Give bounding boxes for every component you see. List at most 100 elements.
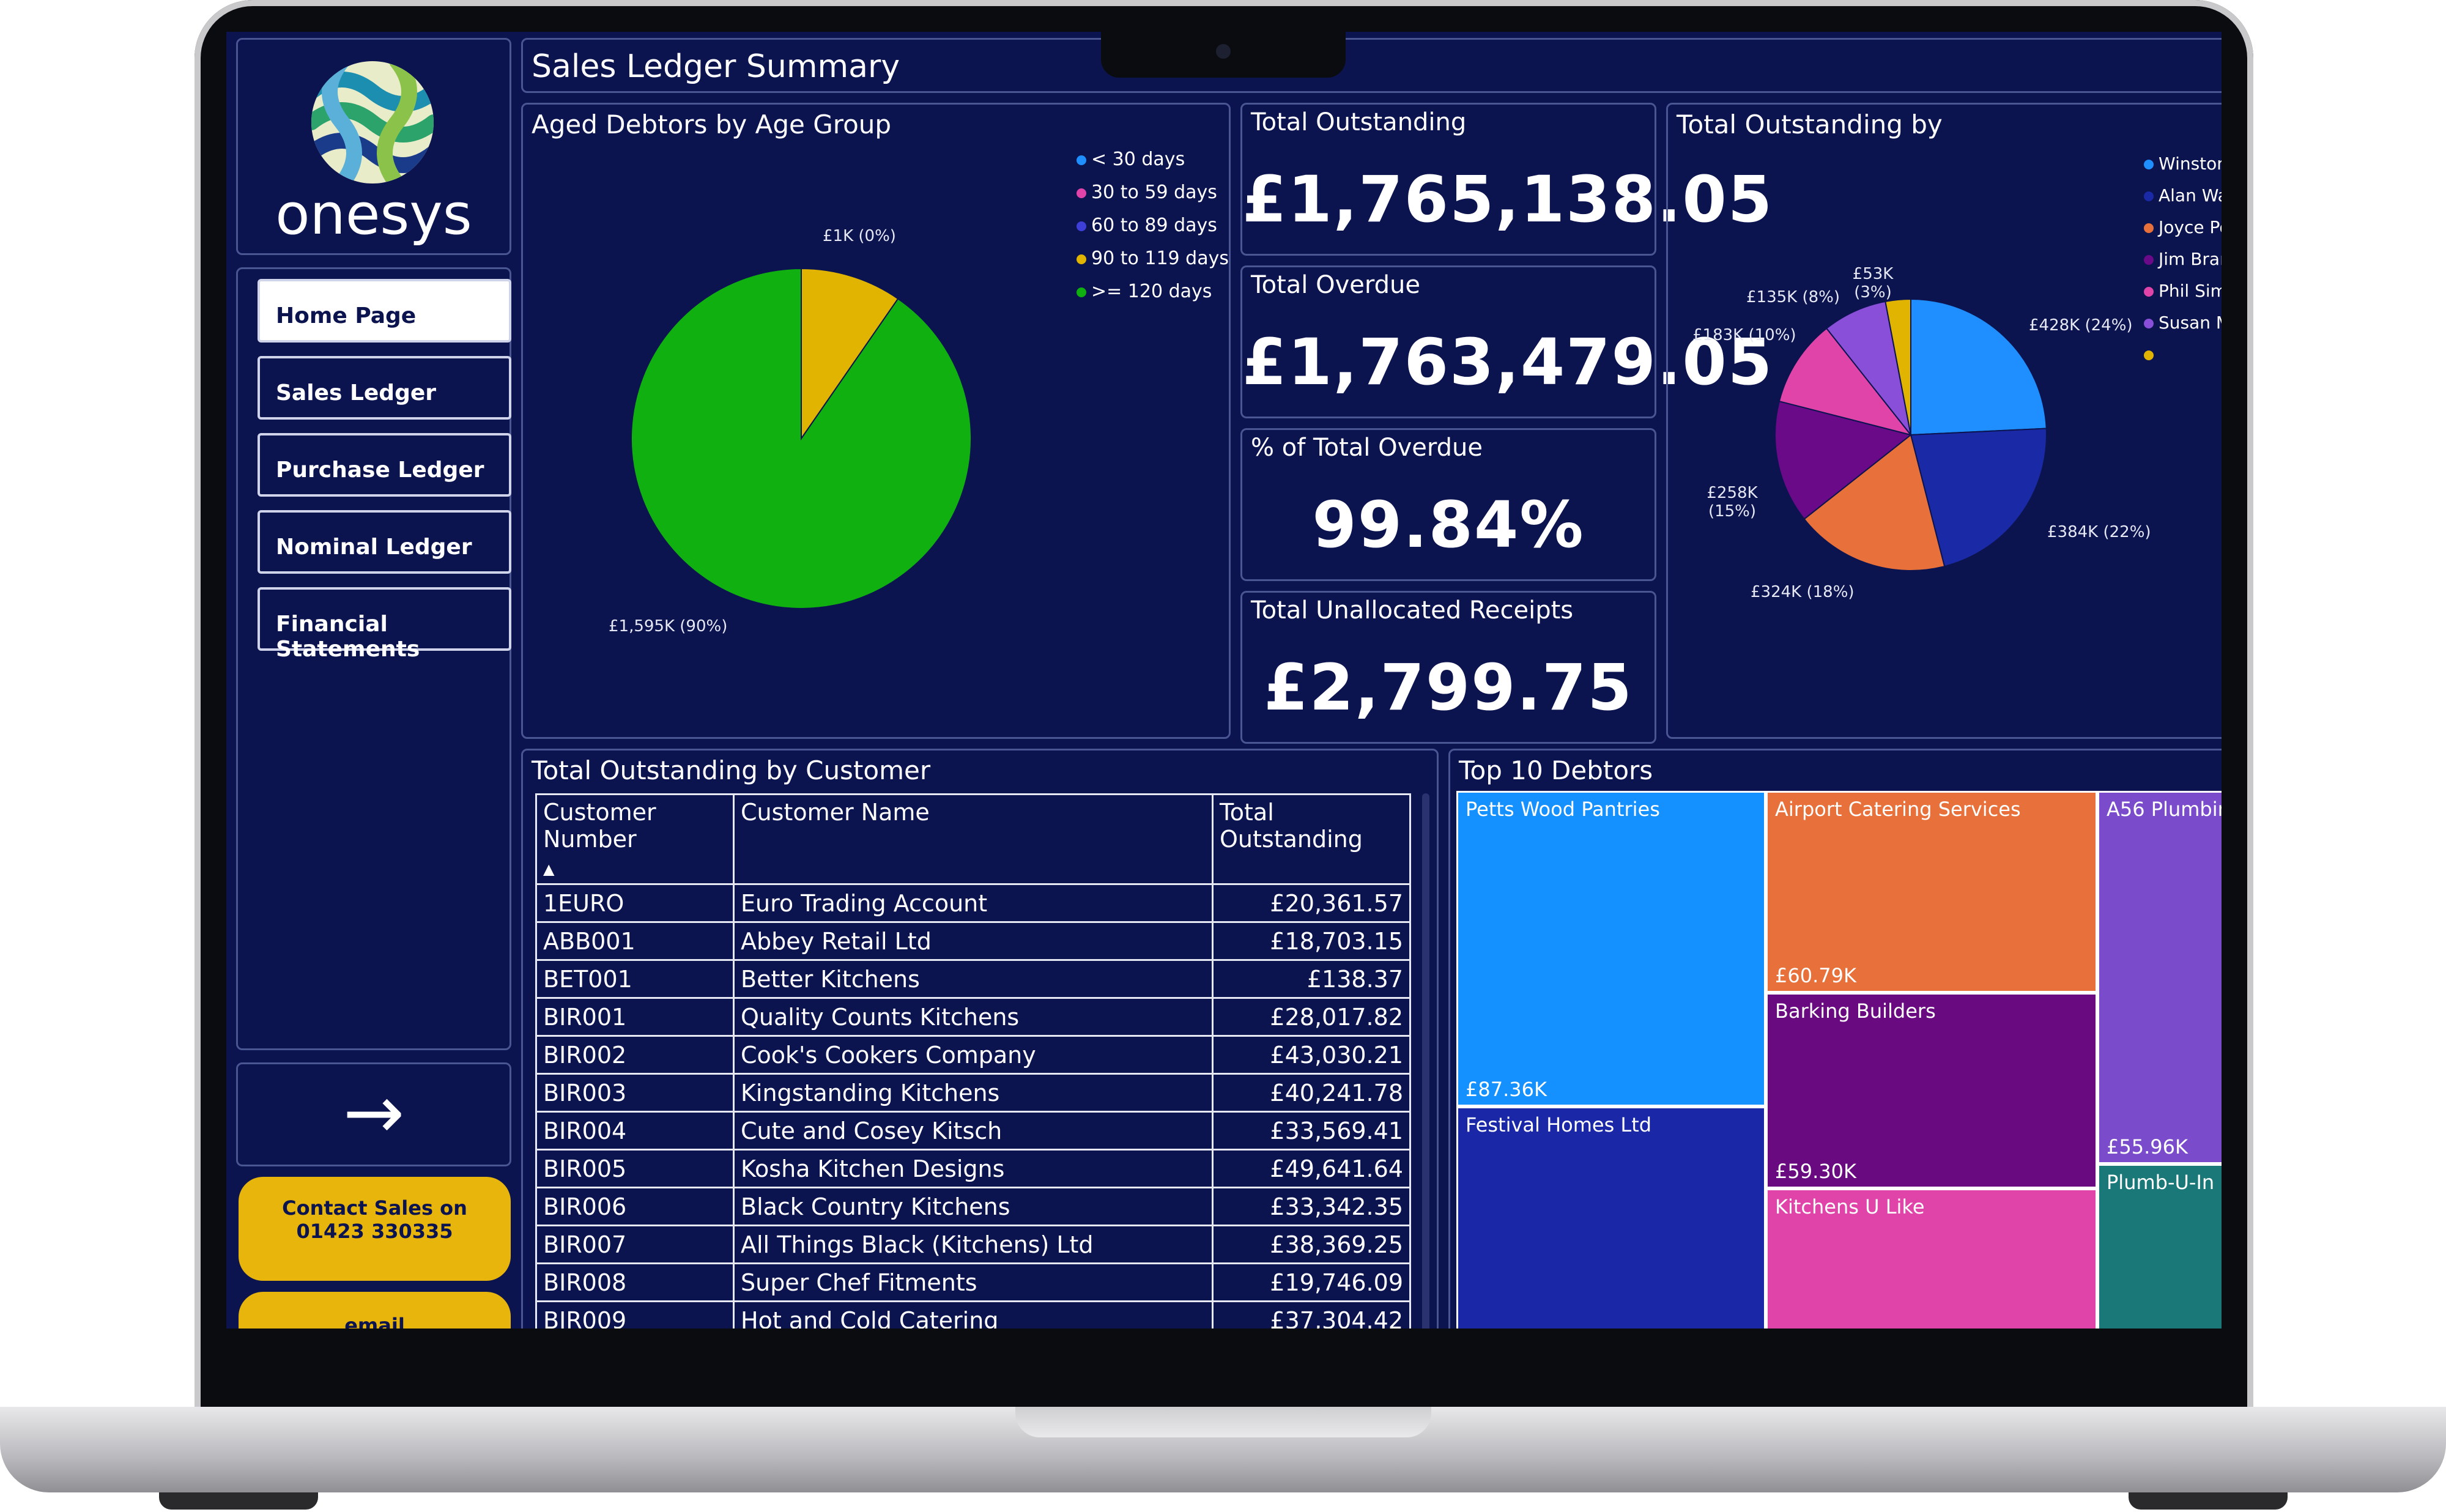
column-header-total-outstanding[interactable]: Total Outstanding bbox=[1212, 793, 1411, 885]
laptop-foot-left bbox=[159, 1492, 318, 1510]
treemap-tile[interactable]: Festival Homes Ltd bbox=[1456, 1106, 1766, 1329]
outstanding-by-rep-pie bbox=[1774, 298, 2047, 571]
onesys-logo-icon bbox=[311, 61, 434, 183]
tile-value: £55.96K bbox=[2107, 1135, 2188, 1158]
legend-item: Winston bbox=[2144, 154, 2222, 174]
column-header-customer-name[interactable]: Customer Name bbox=[733, 793, 1214, 885]
sort-ascending-icon[interactable]: ▲ bbox=[543, 861, 555, 878]
treemap-tile[interactable]: Petts Wood Pantries £87.36K bbox=[1456, 791, 1766, 1106]
total-outstanding-cell: £43,030.21 bbox=[1212, 1035, 1411, 1075]
legend-item: Susan M bbox=[2144, 313, 2222, 333]
customer-name-cell: Quality Counts Kitchens bbox=[733, 997, 1214, 1037]
pie-slice-alan-wa[interactable] bbox=[1910, 428, 2047, 568]
legend-label: >= 120 days bbox=[1091, 281, 1212, 302]
total-outstanding-cell: £33,342.35 bbox=[1212, 1187, 1411, 1226]
customer-name-cell: Black Country Kitchens bbox=[733, 1187, 1214, 1226]
table-row[interactable]: BET001 Better Kitchens £138.37 bbox=[535, 959, 1411, 999]
legend-dot bbox=[1077, 287, 1086, 297]
nav-home-page-button[interactable]: Home Page bbox=[258, 279, 511, 343]
legend-item bbox=[2144, 344, 2159, 365]
legend-label: Jim Bran bbox=[2159, 249, 2222, 269]
table-row[interactable]: BIR009 Hot and Cold Catering £37,304.42 bbox=[535, 1300, 1411, 1329]
kpi-title: Total Outstanding bbox=[1251, 108, 1467, 136]
table-row[interactable]: BIR003 Kingstanding Kitchens £40,241.78 bbox=[535, 1073, 1411, 1113]
pie-slice-susan-m[interactable] bbox=[1825, 300, 1911, 435]
aged-debtors-pie bbox=[631, 267, 972, 609]
column-header-label: Customer Number bbox=[543, 799, 656, 853]
laptop-bezel bbox=[202, 1329, 2245, 1409]
legend-label: Winston bbox=[2159, 154, 2222, 174]
nav-nominal-ledger-button[interactable]: Nominal Ledger bbox=[258, 510, 511, 574]
pie-label: £135K (8%) bbox=[1746, 288, 1840, 306]
legend-item: Phil Simr bbox=[2144, 281, 2222, 301]
nav-financial-statements-button[interactable]: Financial Statements bbox=[258, 587, 511, 662]
legend-label: Phil Simr bbox=[2159, 281, 2222, 301]
table-row[interactable]: BIR007 All Things Black (Kitchens) Ltd £38… bbox=[535, 1225, 1411, 1264]
pie-slice-winston[interactable] bbox=[1910, 298, 2047, 436]
customer-name-cell: Hot and Cold Catering bbox=[733, 1300, 1214, 1329]
tile-name: Airport Catering Services bbox=[1775, 798, 2021, 821]
kpi-title: Total Overdue bbox=[1251, 271, 1420, 299]
total-outstanding-cell: £138.37 bbox=[1212, 959, 1411, 999]
logo-text: onesys bbox=[275, 182, 472, 247]
legend-label: < 30 days bbox=[1091, 149, 1185, 170]
table-row[interactable]: BIR004 Cute and Cosey Kitsch £33,569.41 bbox=[535, 1111, 1411, 1151]
nav-sales-ledger-button[interactable]: Sales Ledger bbox=[258, 356, 511, 420]
customer-number-cell: BIR009 bbox=[535, 1300, 735, 1329]
nav-purchase-ledger-button[interactable]: Purchase Ledger bbox=[258, 433, 511, 497]
treemap-tile[interactable]: A56 Plumbin £55.96K bbox=[2097, 791, 2222, 1164]
legend-item: Jim Bran bbox=[2144, 249, 2222, 269]
customer-number-cell: 1EURO bbox=[535, 883, 735, 923]
total-outstanding-cell: £37,304.42 bbox=[1212, 1300, 1411, 1329]
legend-item: 60 to 89 days bbox=[1077, 215, 1217, 236]
legend-item: 30 to 59 days bbox=[1077, 182, 1217, 203]
customers-panel: Total Outstanding by Customer Customer N… bbox=[521, 749, 1439, 1329]
customer-name-cell: Cute and Cosey Kitsch bbox=[733, 1111, 1214, 1151]
treemap-tile[interactable]: Kitchens U Like bbox=[1766, 1188, 2097, 1329]
legend-dot bbox=[1077, 221, 1086, 231]
tile-name: Plumb-U-In bbox=[2107, 1171, 2215, 1194]
outstanding-by-rep-title: Total Outstanding by bbox=[1677, 109, 1943, 139]
treemap-tile[interactable]: Plumb-U-In bbox=[2097, 1164, 2222, 1329]
column-header-customer-number[interactable]: Customer Number ▲ bbox=[535, 793, 735, 885]
arrow-right-icon[interactable]: → bbox=[343, 1070, 405, 1155]
next-page-panel[interactable]: → bbox=[236, 1062, 511, 1166]
table-row[interactable]: ABB001 Abbey Retail Ltd £18,703.15 bbox=[535, 921, 1411, 961]
pie-label: £428K (24%) bbox=[2029, 316, 2133, 335]
contact-sales-button[interactable]: Contact Sales on 01423 330335 bbox=[239, 1177, 511, 1281]
kpi-value: £1,765,138.05 bbox=[1242, 162, 1774, 237]
treemap-tile[interactable]: Airport Catering Services £60.79K bbox=[1766, 791, 2097, 993]
table-row[interactable]: BIR002 Cook's Cookers Company £43,030.21 bbox=[535, 1035, 1411, 1075]
customer-name-cell: Better Kitchens bbox=[733, 959, 1214, 999]
pie-slice-joyce-pe[interactable] bbox=[1803, 434, 1946, 571]
tile-name: Festival Homes Ltd bbox=[1466, 1113, 1652, 1136]
pie-slice-slice-6[interactable] bbox=[1885, 298, 1911, 435]
email-button[interactable]: email bbox=[239, 1292, 511, 1329]
table-scrollbar[interactable] bbox=[1422, 793, 1429, 1329]
pie-label: £1K (0%) bbox=[823, 227, 896, 245]
customer-number-cell: BIR007 bbox=[535, 1225, 735, 1264]
pie-slice-phil-simr[interactable] bbox=[1778, 327, 1913, 436]
treemap-tile[interactable]: Barking Builders £59.30K bbox=[1766, 993, 2097, 1188]
aged-debtors-panel: Aged Debtors by Age Group < 30 days 30 t… bbox=[521, 103, 1231, 739]
kpi-total-outstanding: Total Outstanding £1,765,138.05 bbox=[1240, 103, 1774, 256]
pie-slice-90-to-119-days[interactable] bbox=[801, 267, 899, 441]
table-row[interactable]: 1EURO Euro Trading Account £20,361.57 bbox=[535, 883, 1411, 923]
customer-number-cell: BIR006 bbox=[535, 1187, 735, 1226]
table-row[interactable]: BIR005 Kosha Kitchen Designs £49,641.64 bbox=[535, 1149, 1411, 1188]
nav-panel: Home Page Sales Ledger Purchase Ledger N… bbox=[236, 267, 511, 1050]
tile-value: £60.79K bbox=[1775, 964, 1856, 987]
total-outstanding-cell: £40,241.78 bbox=[1212, 1073, 1411, 1113]
pie-label: £324K (18%) bbox=[1751, 583, 1855, 601]
pie-slice-120-days[interactable] bbox=[631, 267, 972, 609]
pie-slice-jim-bran[interactable] bbox=[1774, 400, 1913, 520]
laptop-foot-right bbox=[2129, 1492, 2288, 1510]
customers-table: Customer Number ▲ Customer Name Total Out… bbox=[535, 793, 1411, 1329]
table-row[interactable]: BIR006 Black Country Kitchens £33,342.35 bbox=[535, 1187, 1411, 1226]
laptop-base-notch bbox=[1015, 1407, 1431, 1437]
kpi-unallocated-receipts: Total Unallocated Receipts £2,799.75 bbox=[1240, 591, 1656, 744]
table-row[interactable]: BIR001 Quality Counts Kitchens £28,017.82 bbox=[535, 997, 1411, 1037]
total-outstanding-cell: £33,569.41 bbox=[1212, 1111, 1411, 1151]
total-outstanding-cell: £18,703.15 bbox=[1212, 921, 1411, 961]
table-row[interactable]: BIR008 Super Chef Fitments £19,746.09 bbox=[535, 1262, 1411, 1302]
